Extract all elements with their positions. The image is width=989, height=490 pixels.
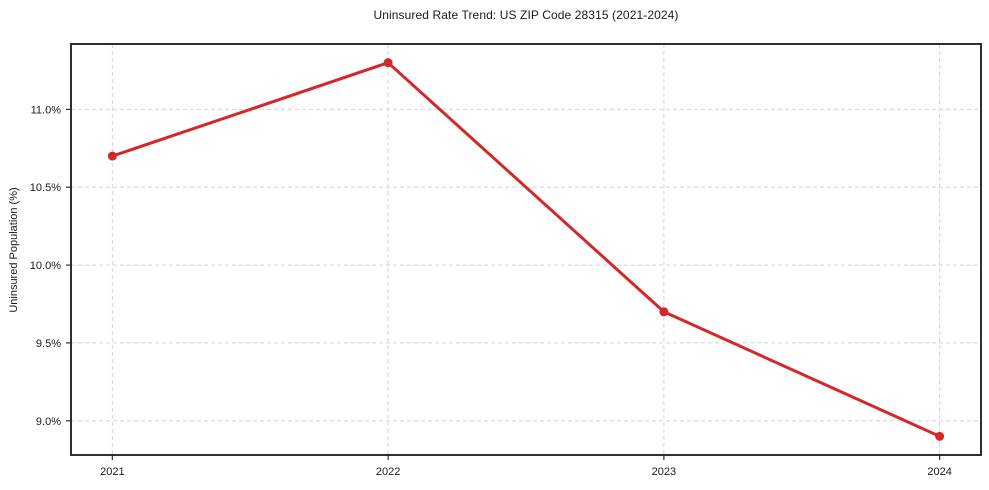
y-tick-label: 10.0% xyxy=(30,260,61,272)
x-tick-label: 2023 xyxy=(652,466,676,478)
data-point-2021 xyxy=(107,151,117,161)
x-tick-label: 2024 xyxy=(927,466,951,478)
x-tick-label: 2021 xyxy=(100,466,124,478)
y-tick-label: 11.0% xyxy=(31,104,62,116)
y-tick-label: 10.5% xyxy=(30,182,61,194)
chart-title: Uninsured Rate Trend: US ZIP Code 28315 … xyxy=(373,8,679,22)
axes-border xyxy=(70,43,982,456)
data-point-2024 xyxy=(935,431,945,441)
y-tick-label: 9.0% xyxy=(36,416,61,428)
trend-line xyxy=(110,61,942,438)
data-point-2022 xyxy=(383,58,393,68)
y-tick-label: 9.5% xyxy=(36,338,61,350)
data-point-2023 xyxy=(659,307,669,317)
x-tick-label: 2022 xyxy=(376,466,400,478)
